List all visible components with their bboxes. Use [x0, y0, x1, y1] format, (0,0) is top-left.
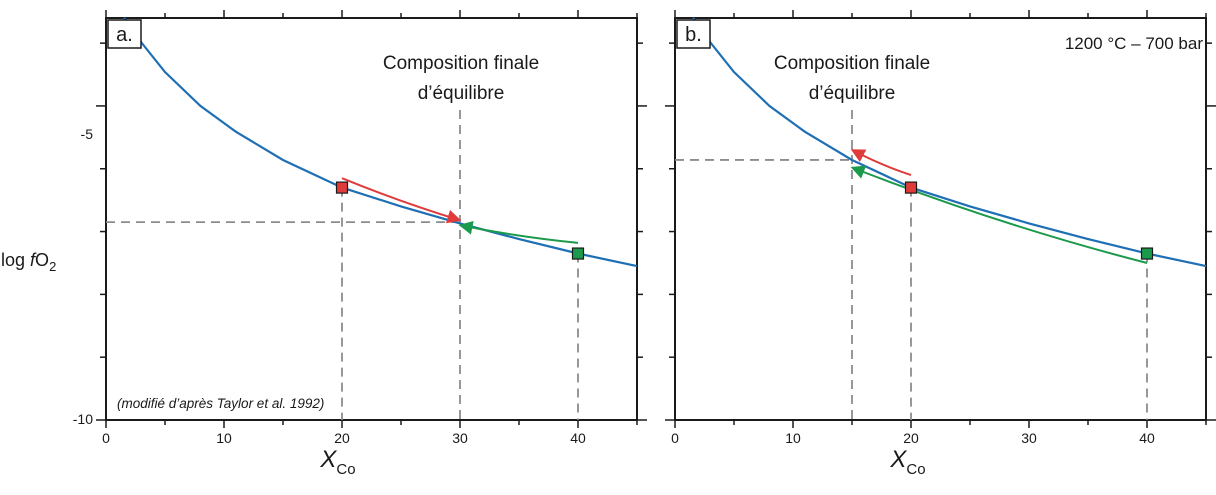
x-axis-label-sub: Co: [906, 461, 925, 478]
x-axis-label: XCo: [889, 446, 925, 478]
red-start-marker: [904, 181, 918, 194]
x-tick-label: 20: [334, 430, 350, 446]
x-tick-label: 20: [903, 430, 919, 446]
x-tick-label: 0: [102, 430, 110, 446]
panel-letter-box: [676, 19, 711, 49]
red-arrow: [850, 149, 912, 176]
panel-a: 0 10 20 30 40 a. Composition finale d’équilibre…: [96, 10, 647, 478]
green-start-marker: [1140, 247, 1154, 260]
red-start-marker: [335, 181, 349, 194]
equilibrium-annotation-line: Composition finale: [774, 53, 930, 74]
plot-frame: [674, 17, 1207, 421]
panel-b: 0 10 20 30 40 b. Composition finale d’équilibre…: [665, 10, 1216, 478]
plot-frame: [105, 17, 638, 421]
green-arrow: [850, 165, 1148, 264]
x-tick-label: 10: [216, 430, 232, 446]
panel-letter: a.: [116, 24, 133, 46]
y-axis-label-sub: 2: [49, 259, 56, 274]
x-axis-label: XCo: [319, 446, 355, 478]
x-axis-label-sub: Co: [336, 461, 355, 478]
x-tick-label: 30: [1021, 430, 1037, 446]
y-axis-label-main: O: [35, 250, 49, 270]
x-tick-label: 40: [1139, 430, 1155, 446]
red-arrow: [341, 177, 462, 224]
y-axis-label-prefix: log: [1, 250, 30, 270]
panel-letter: b.: [685, 24, 702, 46]
y-tick-label-minus10: -10: [73, 411, 93, 427]
condition-label: 1200 °C – 700 bar: [1065, 34, 1204, 53]
y-axis-label: log fO2: [1, 250, 56, 274]
x-axis-label-main: X: [889, 446, 907, 473]
equilibrium-annotation-line: d’équilibre: [418, 83, 505, 104]
green-start-marker: [571, 247, 585, 260]
source-note: (modifié d’après Taylor et al. 1992): [117, 396, 324, 411]
x-tick-label: 40: [570, 430, 586, 446]
panel-letter-box: [107, 19, 142, 49]
y-tick-label-minus5: -5: [81, 126, 94, 142]
equilibrium-curve: [691, 17, 1207, 268]
x-axis-label-main: X: [319, 446, 337, 473]
x-tick-label: 0: [671, 430, 679, 446]
green-arrow: [458, 220, 579, 244]
equilibrium-annotation-line: Composition finale: [383, 53, 539, 74]
x-tick-label: 10: [785, 430, 801, 446]
equilibrium-curve: [122, 17, 638, 268]
y-axis-label-italic: f: [30, 250, 37, 270]
x-tick-label: 30: [452, 430, 468, 446]
equilibrium-annotation-line: d’équilibre: [809, 83, 896, 104]
